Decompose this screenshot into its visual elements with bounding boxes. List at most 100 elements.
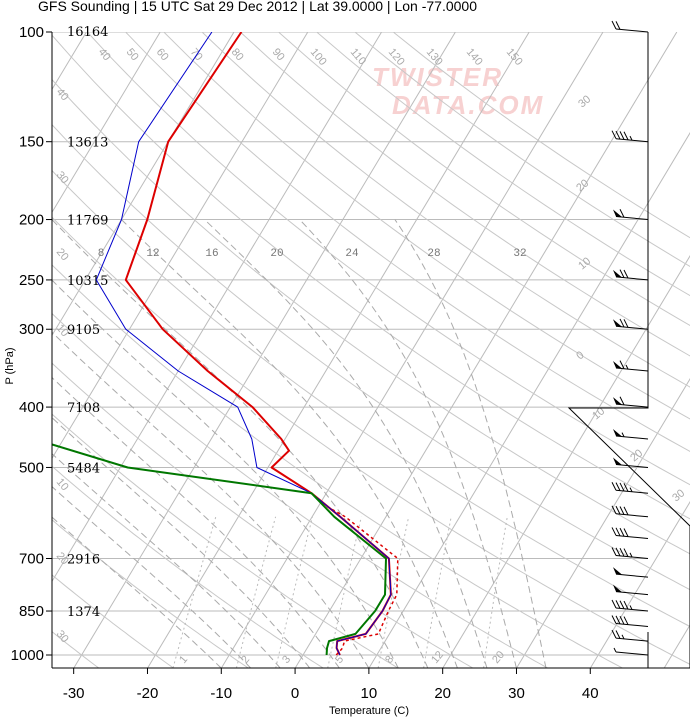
dry-adiabat-label: 20	[54, 246, 71, 263]
dry-adiabat	[392, 32, 690, 239]
dry-adiabat-label: 40	[54, 86, 71, 103]
dry-adiabat-label: 30	[54, 628, 71, 645]
wind-barb-full	[623, 269, 629, 279]
pressure-tick-label: 1000	[11, 647, 44, 664]
wind-barb-full	[623, 600, 629, 610]
wind-barb-full	[619, 360, 625, 369]
wind-barb-staff	[615, 651, 649, 656]
dry-adiabat	[52, 574, 174, 668]
pressure-tick-label: 100	[19, 24, 44, 41]
moist-adiabat	[52, 516, 222, 668]
wind-barb-staff	[615, 534, 649, 539]
wind-barb-full	[619, 615, 625, 625]
temperature-tick-label: -30	[63, 685, 85, 702]
height-label: 16164	[67, 25, 108, 40]
moist-adiabat	[52, 331, 370, 668]
dry-adiabat	[239, 32, 690, 357]
isotherm	[589, 501, 690, 668]
wind-barb-full	[619, 600, 625, 609]
x-axis-label: Temperature (C)	[329, 705, 409, 717]
wind-barb-staff	[615, 403, 649, 408]
wind-barb-full	[615, 482, 621, 491]
wind-barb-staff	[615, 276, 649, 281]
wind-barb-half	[629, 552, 633, 558]
wind-barb	[613, 647, 649, 656]
height-label: 7108	[67, 401, 100, 416]
wind-barb	[613, 396, 649, 408]
wind-barb-full	[615, 130, 621, 140]
wind-barb-staff	[615, 138, 649, 143]
dry-adiabat	[52, 465, 324, 668]
moist-adiabat-label: 12	[146, 248, 159, 260]
wind-barb-full	[619, 269, 625, 278]
wind-barb-staff	[615, 573, 649, 578]
dry-adiabat-label: 40	[96, 46, 113, 63]
wind-barb-staff	[615, 513, 649, 518]
height-label: 13613	[67, 136, 108, 151]
height-label: 1374	[67, 605, 100, 620]
moist-adiabat	[52, 376, 340, 668]
wind-barb-flag	[613, 428, 622, 437]
wind-barb-half	[621, 432, 625, 437]
dry-adiabat	[52, 34, 690, 520]
dry-adiabat	[52, 519, 249, 668]
wind-barb-full	[611, 547, 617, 556]
wind-barb-staff	[615, 489, 649, 494]
y-axis-label: P (hPa)	[4, 347, 16, 384]
wind-barb-full	[611, 615, 617, 624]
wind-barb-full	[619, 209, 625, 218]
right-edge-label: 30	[576, 93, 593, 110]
dry-adiabat-label: 50	[124, 46, 141, 63]
wind-barb-full	[623, 319, 629, 328]
dry-adiabat-label: 10	[54, 476, 71, 493]
wind-barb-flag	[613, 584, 622, 593]
wind-barb	[613, 457, 649, 468]
dry-adiabat	[278, 32, 690, 327]
isotherm	[368, 132, 690, 668]
dry-adiabat	[52, 362, 474, 668]
watermark: TWISTER DATA.COM	[372, 62, 542, 120]
dry-adiabat-label: 60	[154, 46, 171, 63]
wind-barb-full	[611, 527, 617, 536]
height-label: 5484	[67, 461, 100, 476]
isotherm	[52, 32, 383, 583]
wind-barb-staff	[615, 216, 649, 221]
wind-barb	[611, 599, 649, 612]
right-edge-label: 30	[670, 487, 687, 504]
height-label: 2916	[67, 552, 100, 567]
wind-barb-full	[611, 130, 617, 139]
wind-barb-half	[613, 647, 617, 653]
wind-panel-border	[567, 32, 690, 668]
dry-adiabat	[163, 32, 690, 420]
mixing-ratio-line	[235, 516, 277, 668]
wind-barb-full	[619, 527, 625, 537]
wind-barb-half	[629, 135, 633, 141]
background-grid	[52, 32, 690, 668]
wind-barb-full	[615, 527, 621, 537]
temperature-tick-label: 20	[434, 685, 451, 702]
wind-barb-staff	[615, 591, 649, 596]
moist-adiabat-label: 8	[98, 248, 105, 260]
wind-barb-half	[629, 487, 633, 492]
wind-barb	[613, 428, 649, 440]
moist-adiabat	[52, 279, 399, 668]
dry-adiabat	[201, 32, 690, 388]
pressure-tick-label: 200	[19, 212, 44, 229]
height-label: 11769	[67, 214, 108, 229]
temperature-tick-label: 0	[291, 685, 299, 702]
moist-adiabat-label: 20	[270, 248, 283, 260]
wind-barb	[613, 360, 649, 372]
wind-barb-full	[623, 131, 629, 140]
wind-barb	[611, 482, 649, 494]
pressure-tick-label: 500	[19, 459, 44, 476]
moist-adiabat-label: 28	[427, 248, 440, 260]
wind-barb	[611, 505, 649, 518]
wind-barb-full	[619, 318, 625, 328]
mixing-ratio-line	[377, 516, 410, 668]
moist-adiabat-label: 24	[345, 248, 359, 260]
dry-adiabat	[52, 123, 690, 591]
wind-barb	[611, 615, 649, 627]
mixing-ratio-line	[327, 516, 362, 668]
moist-adiabat	[204, 219, 488, 668]
